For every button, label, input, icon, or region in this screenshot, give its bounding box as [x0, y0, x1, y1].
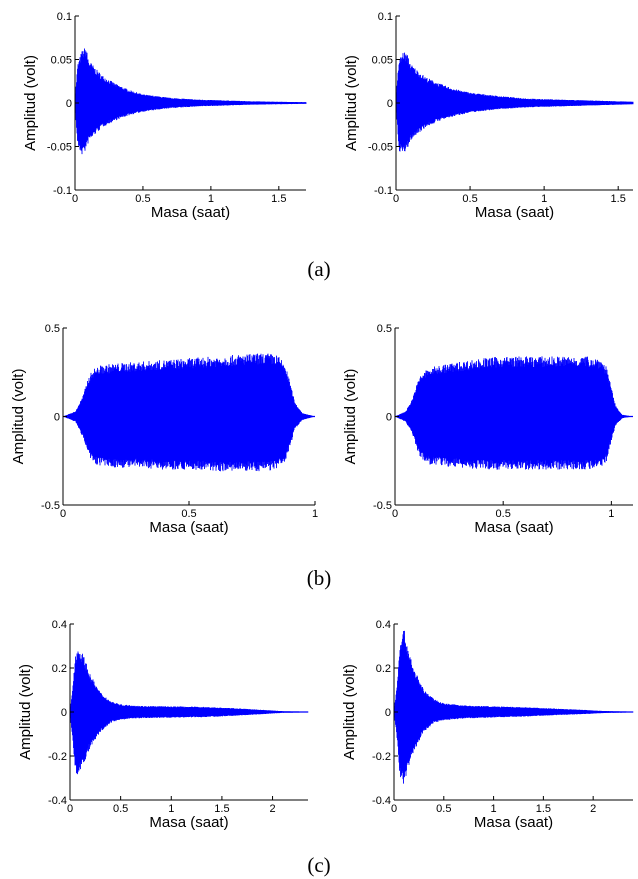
x-tick-label: 0: [392, 508, 398, 520]
y-tick-label: 0: [387, 98, 393, 110]
signal-waveform: [74, 48, 307, 155]
x-tick-label: 2: [269, 803, 275, 815]
y-tick-label: 0.4: [52, 619, 67, 631]
y-tick-label: -0.1: [374, 185, 393, 197]
y-tick-label: 0: [385, 707, 391, 719]
caption-c: (c): [307, 853, 331, 877]
y-axis-label: Amplitud (volt): [341, 664, 358, 760]
x-tick-label: 0.5: [462, 193, 477, 205]
x-tick-label: 1: [168, 803, 174, 815]
y-tick-label: 0: [386, 412, 392, 424]
y-tick-label: -0.05: [47, 142, 72, 154]
x-axis-label: Masa (saat): [149, 814, 228, 831]
x-tick-label: 0.5: [436, 803, 451, 815]
y-axis-label: Amplitud (volt): [17, 664, 34, 760]
caption-b: (b): [306, 566, 332, 590]
y-tick-label: 0.05: [372, 55, 393, 67]
y-tick-label: 0.5: [377, 323, 392, 335]
x-tick-label: 0: [72, 193, 78, 205]
x-tick-label: 1: [491, 803, 497, 815]
y-tick-label: -0.5: [373, 500, 392, 512]
x-tick-label: 0.5: [135, 193, 150, 205]
y-tick-label: -0.2: [48, 751, 67, 763]
x-tick-label: 1.5: [611, 193, 626, 205]
y-tick-label: 0.4: [376, 619, 391, 631]
x-tick-label: 1: [608, 508, 614, 520]
chart-panel-c-right: 0 0.5 1 1.5 2 -0.4 -0.2 0 0.2 0.4 Masa (saat) Ampli…: [341, 619, 634, 831]
x-axis-label: Masa (saat): [149, 519, 228, 536]
x-tick-label: 1.5: [536, 803, 551, 815]
x-axis-label: Masa (saat): [151, 204, 230, 221]
y-tick-label: 0.05: [51, 55, 72, 67]
y-tick-label: -0.05: [368, 142, 393, 154]
x-tick-label: 1.5: [271, 193, 286, 205]
y-tick-label: -0.4: [48, 795, 67, 807]
x-tick-label: 0: [393, 193, 399, 205]
x-tick-label: 0: [391, 803, 397, 815]
x-tick-label: 0.5: [181, 508, 196, 520]
y-tick-label: 0.1: [57, 11, 72, 23]
x-tick-label: 1: [312, 508, 318, 520]
y-tick-label: 0.1: [378, 11, 393, 23]
signal-waveform: [63, 353, 315, 472]
caption-a: (a): [307, 257, 331, 281]
y-tick-label: -0.2: [372, 751, 391, 763]
x-tick-label: 1: [208, 193, 214, 205]
y-tick-label: 0.5: [45, 323, 60, 335]
y-tick-label: -0.1: [53, 185, 72, 197]
x-axis-label: Masa (saat): [474, 814, 553, 831]
chart-panel-a-right: 0 0.5 1 1.5 -0.1 -0.05 0 0.05 0.1 Masa (saat) Ampl…: [343, 11, 634, 221]
x-axis-label: Masa (saat): [474, 519, 553, 536]
signal-waveform: [69, 651, 309, 775]
x-tick-label: 1: [541, 193, 547, 205]
x-tick-label: 0: [67, 803, 73, 815]
y-axis-label: Amplitud (volt): [10, 369, 27, 465]
x-tick-label: 0: [60, 508, 66, 520]
x-tick-label: 1.5: [214, 803, 229, 815]
y-tick-label: 0.2: [52, 663, 67, 675]
x-tick-label: 0.5: [496, 508, 511, 520]
y-tick-label: 0: [66, 98, 72, 110]
signal-waveform: [393, 630, 634, 784]
chart-panel-c-left: 0 0.5 1 1.5 2 -0.4 -0.2 0 0.2 0.4 Masa (saat) Ampli…: [17, 619, 309, 831]
y-tick-label: -0.5: [41, 500, 60, 512]
y-axis-label: Amplitud (volt): [342, 369, 359, 465]
y-tick-label: 0: [54, 412, 60, 424]
chart-panel-a-left: 0 0.5 1 1.5 -0.1 -0.05 0 0.05 0.1 Masa (saat) Ampl…: [22, 11, 307, 221]
signal-waveform: [395, 356, 633, 470]
y-tick-label: 0: [61, 707, 67, 719]
y-tick-label: 0.2: [376, 663, 391, 675]
x-tick-label: 2: [590, 803, 596, 815]
y-axis-label: Amplitud (volt): [343, 55, 360, 151]
signal-waveform: [395, 52, 634, 152]
x-tick-label: 0.5: [113, 803, 128, 815]
y-axis-label: Amplitud (volt): [22, 55, 39, 151]
y-tick-label: -0.4: [372, 795, 391, 807]
x-axis-label: Masa (saat): [475, 204, 554, 221]
